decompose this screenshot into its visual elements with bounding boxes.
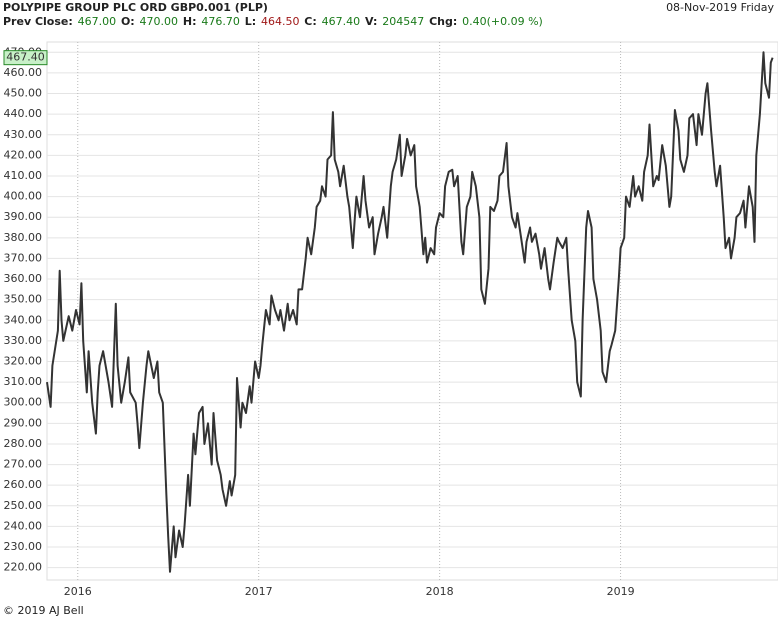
chart-title: POLYPIPE GROUP PLC ORD GBP0.001 (PLP) — [3, 1, 268, 14]
y-tick-label: 380.00 — [4, 231, 43, 244]
y-tick-label: 250.00 — [4, 499, 43, 512]
y-tick-label: 340.00 — [4, 313, 43, 326]
y-tick-label: 270.00 — [4, 458, 43, 471]
x-tick-label: 2019 — [607, 585, 635, 598]
y-tick-label: 390.00 — [4, 210, 43, 223]
stat-label: Chg: — [429, 15, 458, 28]
y-tick-label: 430.00 — [4, 128, 43, 141]
y-tick-label: 220.00 — [4, 561, 43, 574]
y-tick-label: 310.00 — [4, 375, 43, 388]
y-tick-label: 460.00 — [4, 66, 43, 79]
stat-value: 467.40 — [321, 15, 361, 28]
y-tick-label: 410.00 — [4, 169, 43, 182]
stat-label: O: — [120, 15, 135, 28]
stat-label: Prev Close: — [3, 15, 73, 28]
y-tick-label: 320.00 — [4, 355, 43, 368]
y-tick-label: 450.00 — [4, 87, 43, 100]
y-tick-label: 290.00 — [4, 416, 43, 429]
stat-value: 470.00 — [139, 15, 179, 28]
stat-value: 204547 — [382, 15, 425, 28]
y-tick-label: 350.00 — [4, 293, 43, 306]
stat-label: H: — [182, 15, 197, 28]
copyright: © 2019 AJ Bell — [3, 604, 84, 617]
x-tick-label: 2018 — [426, 585, 454, 598]
y-tick-label: 440.00 — [4, 107, 43, 120]
price-marker-box — [3, 50, 48, 66]
y-tick-label: 280.00 — [4, 437, 43, 450]
y-tick-label: 400.00 — [4, 190, 43, 203]
stat-value: 464.50 — [260, 15, 300, 28]
stat-label: L: — [244, 15, 257, 28]
stat-label: C: — [304, 15, 317, 28]
y-tick-label: 370.00 — [4, 251, 43, 264]
y-tick-label: 360.00 — [4, 272, 43, 285]
price-marker-label: 467.40 — [6, 51, 45, 64]
stats: Prev Close: 467.00 O: 470.00 H: 476.70 L… — [3, 15, 544, 28]
y-tick-label: 330.00 — [4, 334, 43, 347]
y-tick-label: 300.00 — [4, 396, 43, 409]
x-tick-label: 2017 — [245, 585, 273, 598]
x-tick-label: 2016 — [64, 585, 92, 598]
stat-value: 467.00 — [77, 15, 117, 28]
stat-value: 0.40(+0.09 %) — [462, 15, 543, 28]
stat-label: V: — [364, 15, 378, 28]
stat-value: 476.70 — [201, 15, 240, 28]
y-tick-label: 260.00 — [4, 478, 43, 491]
y-tick-label: 420.00 — [4, 148, 43, 161]
y-tick-label: 240.00 — [4, 519, 43, 532]
plot-area — [46, 41, 778, 581]
price-line — [46, 51, 774, 573]
date: 08-Nov-2019 Friday — [666, 1, 774, 14]
y-tick-label: 230.00 — [4, 540, 43, 553]
